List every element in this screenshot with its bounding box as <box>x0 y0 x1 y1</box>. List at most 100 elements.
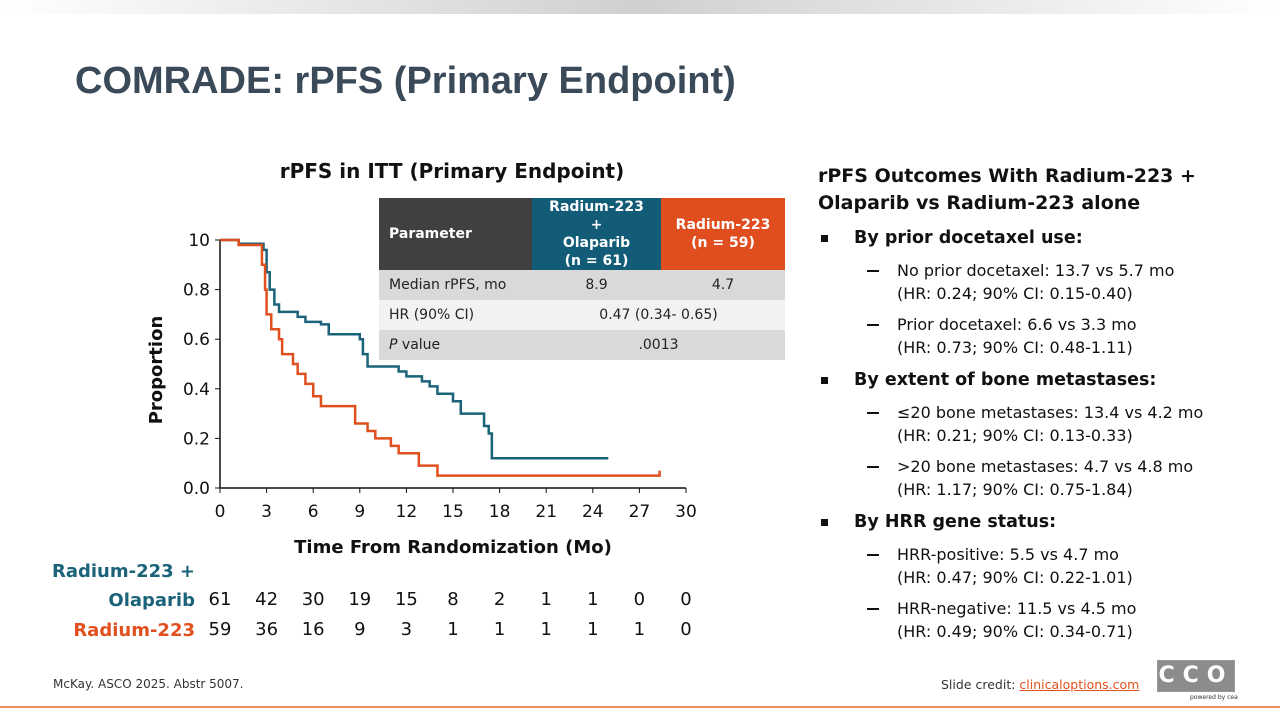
at-risk-count: 0 <box>680 589 692 610</box>
table-row: Median rPFS, mo 8.9 4.7 <box>379 270 785 300</box>
at-risk-count: 9 <box>354 619 366 640</box>
at-risk-count: 36 <box>255 619 279 640</box>
x-tick-label: 24 <box>582 502 604 522</box>
credit-label: Slide credit: <box>941 677 1016 692</box>
table-row: HR (90% CI) 0.47 (0.34- 0.65) <box>379 300 785 330</box>
outcome-item: HRR-negative: 11.5 vs 4.5 mo (HR: 0.49; 9… <box>867 597 1258 643</box>
bottom-rule <box>0 706 1280 708</box>
at-risk-count: 1 <box>633 619 646 640</box>
x-tick-label: 21 <box>535 502 557 522</box>
citation: McKay. ASCO 2025. Abstr 5007. <box>53 677 244 691</box>
outcome-item: ≤20 bone metastases: 13.4 vs 4.2 mo (HR: … <box>867 401 1258 447</box>
table-cell: .0013 <box>638 337 679 353</box>
cell-part: value <box>397 337 441 353</box>
outcome-line: (HR: 0.47; 90% CI: 0.22-1.01) <box>897 568 1133 587</box>
at-risk-count: 1 <box>587 619 599 640</box>
at-risk-count: 16 <box>301 619 325 640</box>
at-risk-name: Radium-223 <box>73 620 195 641</box>
y-tick-label: 0.0 <box>183 479 210 499</box>
outcomes-heading: rPFS Outcomes With Radium-223 + Olaparib… <box>818 165 1196 214</box>
at-risk-count: 1 <box>540 589 552 610</box>
header-line: Parameter <box>389 226 472 242</box>
section-heading: By prior docetaxel use: <box>818 225 1258 251</box>
slide-title: COMRADE: rPFS (Primary Endpoint) <box>75 60 736 102</box>
x-tick-label: 30 <box>675 502 697 522</box>
outcome-line: (HR: 0.24; 90% CI: 0.15-0.40) <box>897 284 1133 303</box>
y-tick-label: 10 <box>188 231 210 251</box>
header-line: Radium-223 <box>675 217 771 233</box>
logo: CCO <box>1157 660 1235 692</box>
header-line: Olaparib <box>562 235 631 251</box>
at-risk-count: 0 <box>633 589 646 610</box>
at-risk-count: 3 <box>400 619 413 640</box>
outcomes-panel: rPFS Outcomes With Radium-223 + Olaparib… <box>818 163 1258 643</box>
table-cell: 8.9 <box>585 277 608 293</box>
header-line: (n = 61) <box>564 253 629 269</box>
y-tick-label: 0.8 <box>183 281 210 301</box>
y-axis-label: Proportion <box>146 316 167 425</box>
table: Parameter Radium-223 + Olaparib (n = 61) Rad… <box>379 198 785 360</box>
outcome-item: No prior docetaxel: 13.7 vs 5.7 mo (HR: 0… <box>867 259 1258 305</box>
table-header-cell: Radium-223 (n = 59) <box>661 198 785 270</box>
outcome-item: Prior docetaxel: 6.6 vs 3.3 mo (HR: 0.73;… <box>867 313 1258 359</box>
x-tick-label: 9 <box>354 502 365 522</box>
table-cell: Median rPFS, mo <box>389 277 507 293</box>
at-risk-count: 1 <box>493 619 506 640</box>
x-tick-label: 27 <box>629 502 651 522</box>
x-tick-label: 3 <box>261 502 272 522</box>
outcome-line: (HR: 0.49; 90% CI: 0.34-0.71) <box>897 622 1133 641</box>
at-risk-count: 15 <box>394 589 418 610</box>
table-cell: P value <box>379 330 532 360</box>
outcome-line: >20 bone metastases: 4.7 vs 4.8 mo <box>897 457 1194 476</box>
table-header-cell: Radium-223 + Olaparib (n = 61) <box>532 198 661 270</box>
credit-link[interactable]: clinicaloptions.com <box>1019 677 1140 692</box>
header-line: Radium-223 + <box>549 199 644 233</box>
km-curve <box>220 238 661 477</box>
outcome-item: >20 bone metastases: 4.7 vs 4.8 mo (HR: 1… <box>867 455 1258 501</box>
at-risk-count: 2 <box>493 589 506 610</box>
results-table: Parameter Radium-223 + Olaparib (n = 61) Rad… <box>379 198 785 360</box>
outcome-line: (HR: 0.73; 90% CI: 0.48-1.11) <box>897 338 1133 357</box>
at-risk-count: 19 <box>348 589 372 610</box>
at-risk-count: 1 <box>540 619 552 640</box>
at-risk-count: 59 <box>208 619 232 640</box>
logo-sub: powered by cea <box>1190 694 1238 701</box>
table-row: P value .0013 <box>379 330 785 360</box>
x-tick-label: 15 <box>442 502 464 522</box>
outcome-line: No prior docetaxel: 13.7 vs 5.7 mo <box>897 261 1175 280</box>
outcome-line: (HR: 0.21; 90% CI: 0.13-0.33) <box>897 426 1133 445</box>
table-cell: 0.47 (0.34- 0.65) <box>599 307 718 323</box>
at-risk-count: 1 <box>447 619 459 640</box>
x-tick-label: 12 <box>396 502 418 522</box>
outcome-line: (HR: 1.17; 90% CI: 0.75-1.84) <box>897 480 1133 499</box>
outcome-line: ≤20 bone metastases: 13.4 vs 4.2 mo <box>897 403 1204 422</box>
at-risk-count: 42 <box>255 589 279 610</box>
chart-title: rPFS in ITT (Primary Endpoint) <box>280 159 625 183</box>
at-risk-count: 0 <box>680 619 692 640</box>
table-header-cell: Parameter <box>379 198 532 270</box>
y-tick-label: 0.6 <box>183 330 210 350</box>
x-tick-label: 18 <box>489 502 511 522</box>
km-curve <box>220 238 609 460</box>
outcome-line: HRR-positive: 5.5 vs 4.7 mo <box>897 545 1119 564</box>
outcome-item: HRR-positive: 5.5 vs 4.7 mo (HR: 0.47; 90… <box>867 543 1258 589</box>
header-line: (n = 59) <box>691 235 755 251</box>
outcome-line: HRR-negative: 11.5 vs 4.5 mo <box>897 599 1137 618</box>
section-heading: By HRR gene status: <box>818 509 1258 535</box>
table-cell: 4.7 <box>711 277 735 293</box>
section-heading: By extent of bone metastases: <box>818 367 1258 393</box>
x-axis-label: Time From Randomization (Mo) <box>294 537 612 558</box>
at-risk-count: 8 <box>447 589 459 610</box>
at-risk-name: Radium-223 + Olaparib <box>51 561 195 611</box>
top-bar <box>0 0 1280 14</box>
at-risk-count: 61 <box>208 589 232 610</box>
x-tick-label: 6 <box>308 502 319 522</box>
at-risk-count: 30 <box>301 589 325 610</box>
table-cell: HR (90% CI) <box>389 307 475 323</box>
y-tick-label: 0.2 <box>183 429 210 449</box>
cell-part: P <box>389 337 398 353</box>
y-tick-label: 0.4 <box>183 380 210 400</box>
at-risk-count: 1 <box>587 589 599 610</box>
